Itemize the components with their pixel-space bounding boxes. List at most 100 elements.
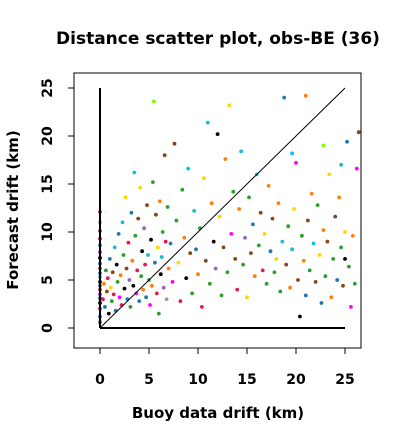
data-point [133,233,138,238]
data-point [227,103,232,108]
y-tick-label: 5 [40,275,56,285]
data-point [321,228,326,233]
data-point [301,258,306,263]
data-point [114,262,119,267]
plot-frame [73,72,362,349]
data-point [131,283,136,288]
data-point [112,245,117,250]
reference-lines [99,87,346,329]
data-point [130,258,135,263]
data-point [140,249,145,254]
data-point [180,187,185,192]
data-point [168,241,173,246]
data-point [102,281,106,286]
data-point [159,255,164,259]
data-point [343,257,347,261]
data-point [144,295,149,300]
data-point [331,257,336,261]
data-point [272,270,277,275]
x-tick-label: 5 [144,372,154,388]
data-point [166,266,171,271]
data-point [296,278,300,282]
data-point [162,153,167,158]
data-point [274,257,279,261]
data-point [341,283,345,288]
data-point [149,237,153,242]
data-point [152,99,156,104]
data-point [150,283,154,288]
data-point [154,291,159,296]
data-point [139,274,144,279]
data-point [163,239,168,244]
data-point [300,233,304,238]
data-point [178,299,183,303]
data-point [188,251,193,256]
x-tick-label: 15 [237,372,256,388]
y-axis-label: Forecast drift (km) [4,130,22,289]
data-point [115,280,120,284]
data-point [145,203,149,208]
data-point [120,220,125,225]
data-point [311,241,316,246]
data-point [123,195,128,200]
data-point [127,278,132,282]
data-point [106,311,111,316]
data-point [231,189,236,194]
data-point [219,293,224,298]
data-point [339,162,343,167]
data-point [303,293,308,298]
y-axis-ticks: 0 5 10 15 20 25 [40,78,74,333]
data-point [335,278,340,282]
data-point [164,297,169,302]
data-point [172,141,177,146]
data-point [284,262,289,267]
data-point [290,247,294,252]
data-point [313,280,318,284]
data-point [211,239,216,244]
data-point [356,130,361,135]
data-point [292,207,296,211]
data-point [151,180,155,185]
data-point [221,245,226,250]
data-point [205,120,210,125]
data-point [146,253,150,257]
data-point [209,201,214,206]
data-point [155,245,160,250]
data-point [154,212,158,217]
data-point [217,214,222,219]
data-point [104,268,108,273]
data-point [354,166,359,171]
data-point [323,274,328,279]
data-point [303,93,308,98]
data-point [264,281,269,286]
data-point [239,149,244,154]
data-point [241,262,246,267]
data-point [121,253,126,257]
data-point [143,262,148,267]
data-point [349,305,353,309]
data-point [325,239,330,244]
data-point [105,276,110,280]
data-point [286,224,291,229]
x-axis-label: Buoy data drift (km) [132,404,304,422]
data-point [101,297,105,302]
data-point [268,249,273,254]
data-point [245,295,249,300]
data-point [266,184,271,188]
data-point [337,195,341,200]
data-point [129,210,134,215]
data-point [196,272,200,277]
y-tick-label: 10 [40,222,56,242]
data-point [213,266,218,271]
data-point [165,205,170,209]
data-point [278,289,283,294]
chart-title: Distance scatter plot, obs-BE (36) [56,29,380,49]
data-point [282,95,287,100]
data-point [260,268,265,273]
data-point [202,176,206,181]
data-point [135,268,140,273]
x-tick-label: 20 [286,372,306,388]
data-point [110,270,115,275]
x-tick-label: 0 [95,372,105,388]
